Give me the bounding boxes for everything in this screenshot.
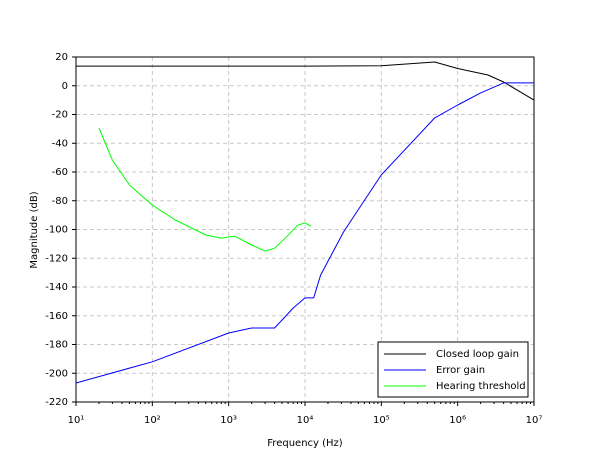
x-tick-label: 10⁷ [526, 415, 543, 426]
x-tick-label: 10³ [220, 415, 237, 426]
y-tick-label: -60 [52, 167, 68, 178]
x-tick-label: 10⁴ [297, 415, 314, 426]
plot-frame [75, 56, 535, 403]
line [76, 61, 535, 101]
line [98, 127, 312, 252]
y-tick-label: -80 [52, 196, 68, 207]
y-tick-label: -40 [52, 138, 68, 149]
x-tick-label: 10⁵ [373, 415, 390, 426]
legend-label: Error gain [436, 365, 485, 376]
x-tick-label: 10² [144, 415, 161, 426]
y-tick-label: -160 [45, 311, 68, 322]
y-tick-label: -20 [52, 110, 68, 121]
y-tick-label: -200 [45, 368, 68, 379]
y-tick-label: -220 [45, 397, 68, 408]
legend-label: Closed loop gain [436, 349, 519, 360]
y-tick-label: 20 [55, 52, 68, 63]
line [75, 82, 534, 384]
x-tick-label: 10¹ [68, 415, 85, 426]
x-tick-label: 10⁶ [449, 415, 466, 426]
y-tick-label: -140 [45, 282, 68, 293]
y-tick-label: -100 [45, 225, 68, 236]
y-axis-label: Magnitude (dB) [29, 191, 40, 268]
y-tick-label: -120 [45, 253, 68, 264]
legend-label: Hearing threshold [436, 381, 526, 392]
x-axis-label: Frequency (Hz) [267, 438, 343, 449]
y-tick-label: -180 [45, 340, 68, 351]
y-tick-label: 0 [62, 81, 68, 92]
